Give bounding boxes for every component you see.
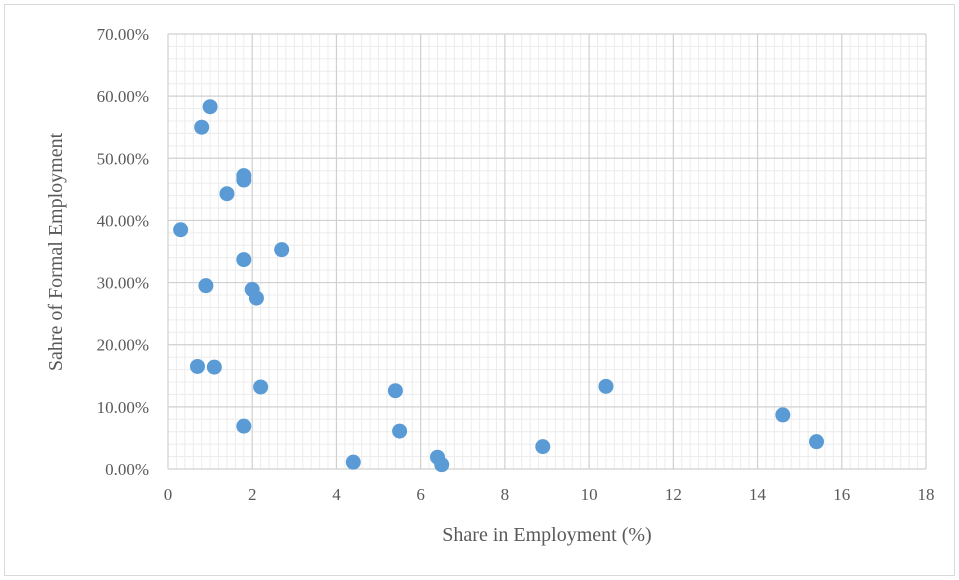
data-point: [775, 407, 791, 423]
data-point: [809, 434, 825, 450]
x-tick-label: 18: [918, 485, 935, 504]
data-point: [173, 222, 189, 238]
data-point: [535, 439, 551, 455]
y-tick-label: 40.00%: [97, 211, 149, 230]
x-tick-label: 10: [581, 485, 598, 504]
x-tick-label: 14: [749, 485, 767, 504]
data-points: [173, 99, 825, 473]
data-point: [198, 278, 214, 294]
y-axis-title: Sahre of Formal Employment: [45, 132, 67, 371]
data-point: [253, 379, 269, 395]
x-axis-tick-labels: 0 2 4 6 8 10 12 14 16 18: [164, 485, 935, 504]
x-tick-label: 0: [164, 485, 173, 504]
data-point: [236, 418, 252, 434]
y-tick-label: 0.00%: [105, 460, 149, 479]
data-point: [274, 242, 290, 258]
data-point: [194, 119, 210, 135]
x-tick-label: 16: [833, 485, 850, 504]
y-tick-label: 50.00%: [97, 149, 149, 168]
data-point: [236, 172, 252, 188]
minor-gridlines: [168, 34, 926, 469]
data-point: [598, 378, 614, 394]
y-tick-label: 30.00%: [97, 274, 149, 293]
data-point: [206, 359, 222, 375]
y-tick-label: 60.00%: [97, 87, 149, 106]
x-tick-label: 2: [248, 485, 257, 504]
x-tick-label: 8: [501, 485, 510, 504]
data-point: [345, 454, 361, 470]
y-tick-label: 20.00%: [97, 336, 149, 355]
data-point: [202, 99, 218, 115]
data-point: [392, 423, 408, 439]
y-axis-tick-labels: 0.00% 10.00% 20.00% 30.00% 40.00% 50.00% 60.00…: [97, 25, 149, 479]
x-axis-title: Share in Employment (%): [442, 524, 651, 546]
data-point: [236, 252, 252, 268]
x-tick-label: 6: [416, 485, 425, 504]
data-point: [219, 186, 235, 202]
data-point: [248, 290, 264, 306]
major-gridlines: [167, 33, 927, 470]
y-tick-label: 10.00%: [97, 398, 149, 417]
data-point: [189, 358, 205, 374]
data-point: [434, 457, 450, 473]
x-tick-label: 4: [332, 485, 341, 504]
x-tick-label: 12: [665, 485, 682, 504]
data-point: [387, 383, 403, 399]
y-tick-label: 70.00%: [97, 25, 149, 44]
